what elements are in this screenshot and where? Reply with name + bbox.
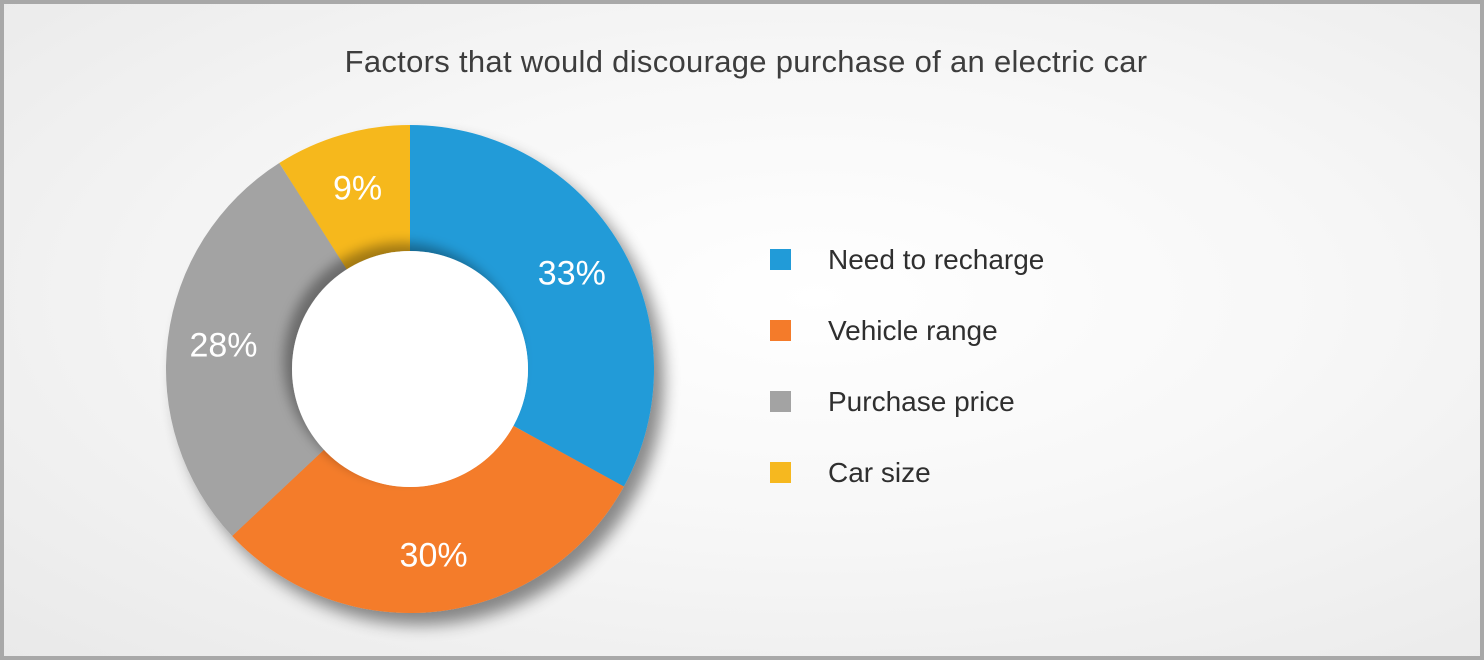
legend-item-need-to-recharge: Need to recharge — [770, 224, 1044, 295]
donut-hole — [292, 251, 528, 487]
slice-car-size — [279, 125, 410, 270]
slice-purchase-price — [165, 162, 347, 537]
data-label-need-to-recharge: 33% — [538, 254, 606, 292]
chart-title: Factors that would discourage purchase o… — [344, 44, 1148, 79]
slice-need-to-recharge — [410, 125, 654, 487]
legend-label: Car size — [828, 456, 931, 488]
donut-slices — [165, 125, 654, 613]
donut-labels: 33% 30% 28% 9% — [189, 169, 605, 574]
data-label-car-size: 9% — [333, 169, 382, 207]
legend-item-purchase-price: Purchase price — [770, 366, 1044, 437]
legend: Need to recharge Vehicle range Purchase pr… — [770, 224, 1044, 508]
legend-item-vehicle-range: Vehicle range — [770, 295, 1044, 366]
legend-swatch — [770, 462, 791, 483]
legend-label: Vehicle range — [828, 314, 998, 346]
legend-item-car-size: Car size — [770, 437, 1044, 508]
legend-label: Purchase price — [828, 385, 1015, 417]
legend-swatch — [770, 391, 791, 412]
legend-swatch — [770, 249, 791, 270]
slice-vehicle-range — [232, 425, 624, 613]
legend-label: Need to recharge — [828, 243, 1045, 275]
data-label-vehicle-range: 30% — [400, 537, 468, 575]
legend-swatch — [770, 320, 791, 341]
data-label-purchase-price: 28% — [189, 326, 257, 364]
donut-chart: 33% 30% 28% 9% — [165, 125, 654, 613]
